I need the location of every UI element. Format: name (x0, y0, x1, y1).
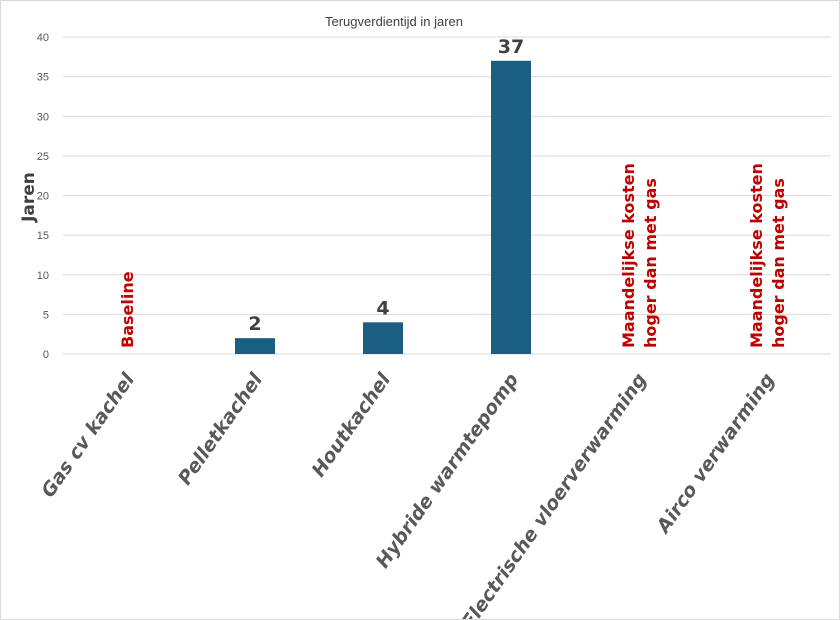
y-tick-label: 0 (43, 349, 49, 361)
annotation-label: hoger dan met gas (641, 178, 660, 348)
y-tick-label: 25 (37, 151, 49, 163)
category-label: Houtkachel (308, 369, 396, 481)
annotation-label: Maandelijkse kosten (747, 163, 766, 348)
y-tick-label: 35 (37, 72, 49, 84)
y-tick-label: 30 (37, 111, 49, 123)
bars (235, 60, 531, 355)
bar (363, 322, 403, 354)
category-label: Gas cv kachel (37, 369, 139, 502)
y-tick-label: 10 (37, 270, 49, 282)
bar (491, 60, 531, 355)
chart-title: Terugverdientijd in jaren (325, 14, 463, 29)
data-label: 37 (498, 36, 524, 58)
annotation-label: hoger dan met gas (769, 178, 788, 348)
y-tick-label: 15 (37, 230, 49, 242)
bar (235, 338, 275, 354)
data-label: 2 (248, 313, 261, 335)
data-label: 4 (376, 297, 389, 319)
y-tick-label: 5 (43, 309, 49, 321)
category-label: Airco verwarming (651, 369, 779, 538)
category-label: Hybride warmtepomp (372, 369, 523, 572)
category-label: Pelletkachel (174, 369, 267, 489)
y-tick-label: 40 (37, 32, 49, 44)
y-tick-label: 20 (37, 191, 49, 203)
gridlines (63, 36, 831, 355)
annotation-label: Maandelijkse kosten (619, 163, 638, 348)
y-axis-label: Jaren (19, 172, 39, 223)
labels: 0 5 10 15 20 25 30 35 40 Baseline Gas cv kachel 2 Pe… (37, 32, 788, 619)
annotation-label: Baseline (118, 271, 137, 348)
